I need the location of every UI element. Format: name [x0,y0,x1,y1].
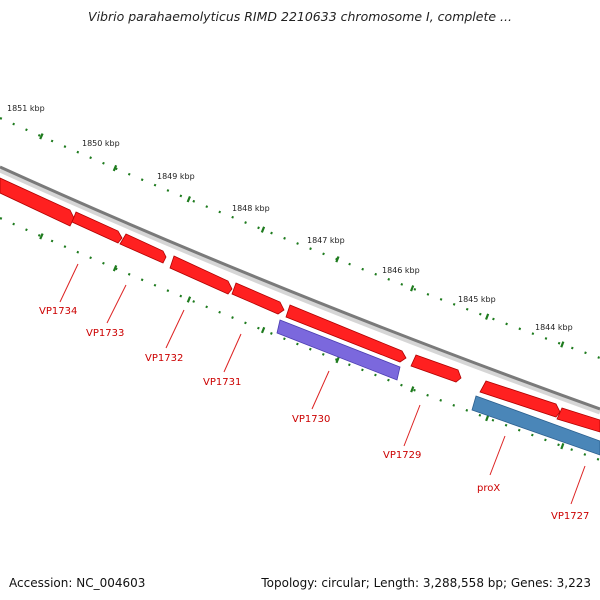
inner-major-ticks [39,233,565,450]
ruler-label-1848: 1848 kbp [232,204,270,213]
accession-text: Accession: NC_004603 [9,576,146,590]
outer-major-ticks [39,133,565,348]
gene-label-prox[interactable]: proX [477,483,500,494]
major-tick [112,164,118,172]
feature-bar-blue[interactable] [471,395,600,456]
major-tick [186,196,191,203]
gene-arrow-vp1730-top[interactable] [231,282,285,315]
map-title: Vibrio parahaemolyticus RIMD 2210633 chr… [88,9,512,24]
label-line-prox [489,435,506,476]
major-tick [335,256,340,263]
major-tick [410,386,415,393]
ruler-label-1844: 1844 kbp [535,323,573,332]
major-tick [39,133,44,140]
gene-arrow-vp1732[interactable] [119,233,167,264]
ruler-label-1849: 1849 kbp [157,172,195,181]
ruler-label-1850: 1850 kbp [82,139,120,148]
label-line-vp1732 [165,309,185,349]
gene-arrow-prox-top[interactable] [479,380,561,418]
label-line-vp1729 [403,404,421,447]
label-line-vp1734 [59,263,79,303]
label-line-vp1727 [570,465,586,505]
gene-label-vp1731[interactable]: VP1731 [203,377,241,388]
label-line-vp1730 [311,370,330,410]
major-tick [410,285,415,292]
ruler-label-1845: 1845 kbp [458,295,496,304]
label-line-vp1731 [223,333,242,373]
major-tick [560,442,565,450]
major-tick [485,313,490,320]
gene-label-vp1734[interactable]: VP1734 [39,306,77,317]
ruler-label-1846: 1846 kbp [382,266,420,275]
gene-arrow-vp1733[interactable] [71,211,123,244]
gene-label-vp1733[interactable]: VP1733 [86,328,124,339]
feature-bar-purple[interactable] [276,319,401,381]
gene-arrow-vp1727[interactable] [556,407,600,433]
label-line-vp1733 [106,284,127,324]
gene-label-vp1730[interactable]: VP1730 [292,414,330,425]
major-tick [485,414,490,422]
gene-arrow-vp1731[interactable] [169,255,233,295]
major-tick [560,341,565,348]
gene-arrow-vp1729[interactable] [285,304,407,363]
major-tick [335,356,340,364]
gene-label-vp1729[interactable]: VP1729 [383,450,421,461]
major-tick [112,265,118,272]
major-tick [39,233,44,240]
major-tick [260,326,266,334]
gene-label-vp1732[interactable]: VP1732 [145,353,183,364]
gene-label-vp1727[interactable]: VP1727 [551,511,589,522]
major-tick [260,226,266,233]
genome-summary-text: Topology: circular; Length: 3,288,558 bp… [261,576,591,590]
backbone-shadow [0,167,600,415]
backbone-line [0,165,600,411]
major-tick [186,296,192,303]
ruler-label-1847: 1847 kbp [307,236,345,245]
gene-arrow-vp1729-b[interactable] [410,354,462,383]
ruler-label-1851: 1851 kbp [7,104,45,113]
